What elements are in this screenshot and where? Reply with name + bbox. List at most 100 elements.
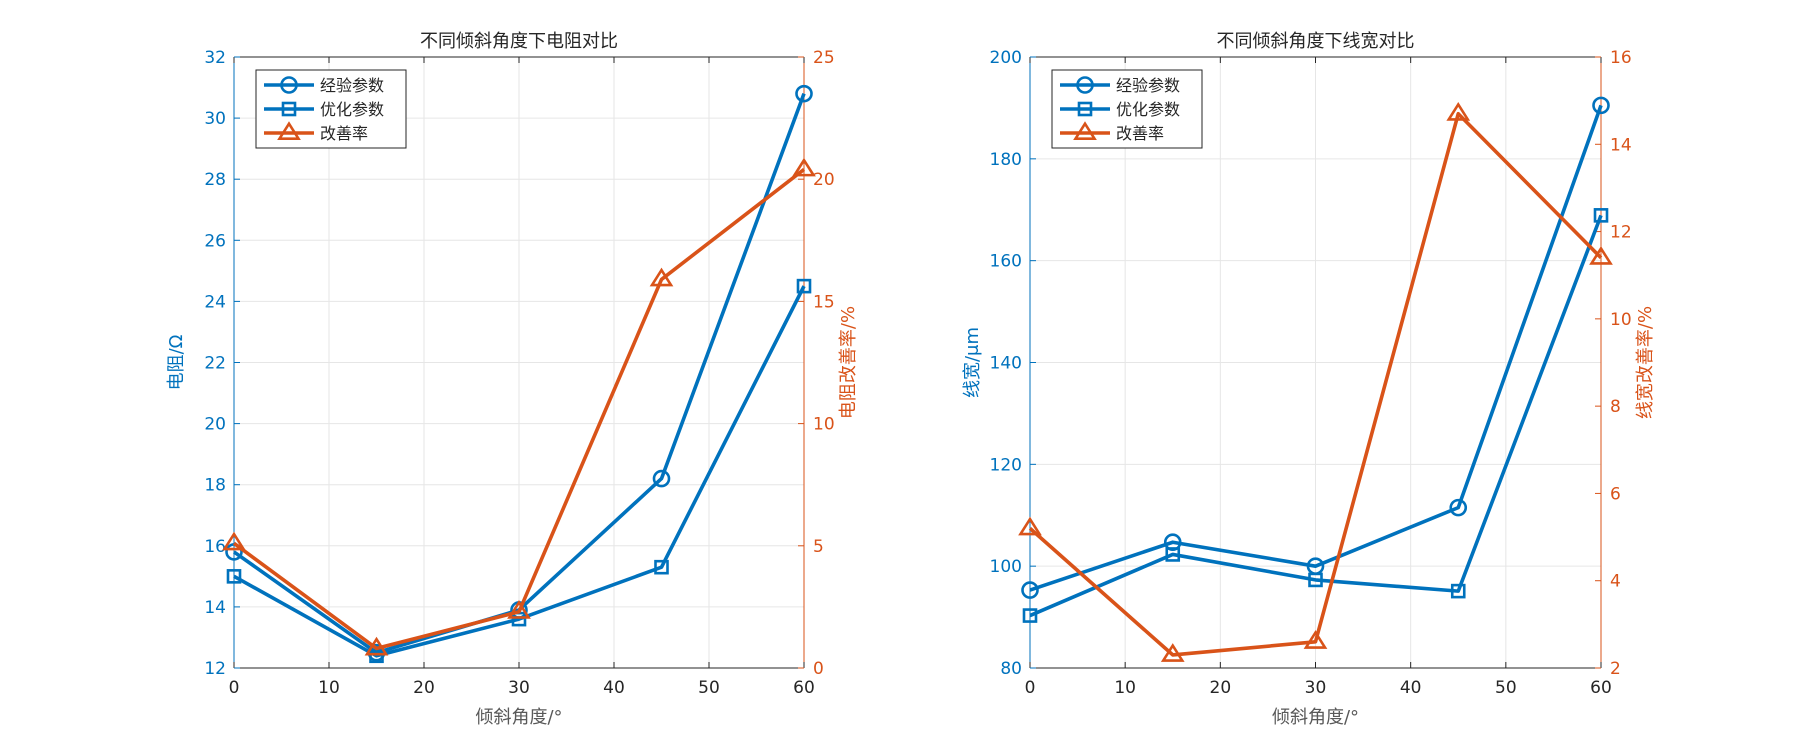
- data-point-square: [1450, 583, 1466, 599]
- y-right-tick-label: 0: [813, 659, 824, 679]
- y-left-tick-label: 16: [204, 537, 226, 557]
- y-left-tick-label: 30: [204, 109, 226, 129]
- data-point-triangle: [1303, 630, 1328, 649]
- x-tick-label: 20: [413, 678, 435, 698]
- legend-marker: [1076, 76, 1094, 94]
- x-tick-label: 10: [318, 678, 340, 698]
- y-left-tick-label: 160: [990, 252, 1022, 272]
- chart-title: 不同倾斜角度下电阻对比: [420, 31, 618, 52]
- legend-marker: [1077, 101, 1093, 117]
- y-left-tick-label: 12: [204, 659, 226, 679]
- data-point-triangle: [222, 531, 246, 551]
- legend-marker: [1073, 121, 1097, 140]
- series-line-2: [233, 285, 806, 658]
- y-right-tick-label: 25: [813, 48, 835, 68]
- x-tick-label: 0: [1025, 678, 1036, 698]
- series-line-3: [1028, 111, 1603, 657]
- data-point-triangle: [792, 157, 816, 177]
- x-tick-label: 30: [508, 678, 530, 698]
- y-left-tick-label: 32: [204, 48, 226, 68]
- chart-2: 0 10 20 30 40 50 60 80 100 120 140 160 180 200 2 4 6 8 10 1…: [962, 31, 1656, 728]
- y-left-tick-label: 100: [990, 557, 1022, 577]
- data-point-square: [1165, 547, 1181, 562]
- data-point-triangle: [1018, 516, 1042, 536]
- x-tick-label: 60: [1590, 678, 1612, 698]
- data-point-square: [1308, 572, 1323, 588]
- y-right-tick-label: 14: [1610, 135, 1632, 155]
- y-right-tick-label: 12: [1610, 223, 1632, 243]
- x-tick-label: 10: [1114, 678, 1136, 698]
- legend-marker: [277, 121, 301, 140]
- series-line-1: [1029, 104, 1603, 592]
- data-point-triangle: [1589, 246, 1613, 265]
- data-point-circle: [1021, 581, 1039, 599]
- x-tick-label: 50: [698, 678, 720, 698]
- data-point-circle: [1592, 96, 1610, 115]
- y-left-tick-label: 120: [990, 455, 1022, 475]
- chart-title: 不同倾斜角度下线宽对比: [1217, 31, 1415, 52]
- legend-label: 改善率: [320, 124, 368, 143]
- data-point-triangle: [1160, 643, 1185, 662]
- y-right-tick-label: 8: [1610, 397, 1621, 417]
- legend-label: 优化参数: [320, 100, 384, 119]
- series-line-3: [232, 167, 806, 651]
- data-point-square: [1593, 208, 1609, 223]
- data-point-triangle: [364, 636, 389, 656]
- y-right-axis-label: 线宽改善率/%: [1635, 306, 1656, 419]
- y-right-tick-label: 2: [1610, 659, 1621, 679]
- x-axis-label: 倾斜角度/°: [1272, 707, 1359, 728]
- y-right-axis-label: 电阻改善率/%: [838, 306, 859, 419]
- x-tick-label: 0: [229, 678, 240, 698]
- data-point-triangle: [507, 600, 531, 619]
- legend-label: 经验参数: [1116, 76, 1180, 95]
- data-point-square: [226, 569, 242, 584]
- legend-label: 优化参数: [1116, 100, 1180, 119]
- y-right-tick-label: 16: [1610, 48, 1632, 68]
- data-point-circle: [1449, 498, 1468, 517]
- x-tick-label: 50: [1495, 678, 1517, 698]
- legend-marker: [280, 76, 298, 94]
- y-right-tick-label: 15: [813, 292, 835, 312]
- x-tick-label: 30: [1305, 678, 1327, 698]
- y-left-tick-label: 22: [204, 354, 226, 374]
- y-left-tick-label: 200: [990, 48, 1022, 68]
- data-point-square: [1022, 608, 1038, 623]
- y-right-tick-label: 10: [813, 415, 835, 435]
- legend-label: 改善率: [1116, 124, 1164, 143]
- y-left-tick-label: 26: [204, 231, 226, 251]
- data-point-square: [654, 559, 669, 575]
- y-left-tick-label: 20: [204, 415, 226, 435]
- data-point-triangle: [1446, 102, 1471, 121]
- y-right-tick-label: 20: [813, 170, 835, 190]
- data-point-circle: [795, 84, 813, 103]
- y-left-tick-label: 14: [204, 598, 226, 618]
- data-point-square: [796, 278, 812, 294]
- legend-label: 经验参数: [320, 76, 384, 95]
- y-right-tick-label: 10: [1610, 310, 1632, 330]
- y-left-axis-label: 线宽/μm: [962, 327, 983, 398]
- x-tick-label: 40: [1400, 678, 1422, 698]
- chart-1: 0 10 20 30 40 50 60 12 14 16 18 20 22 24 26 28 30 32 0 5 10 1…: [166, 31, 859, 728]
- x-axis-label: 倾斜角度/°: [475, 707, 562, 728]
- y-left-tick-label: 18: [204, 476, 226, 496]
- series-line-2: [1029, 214, 1603, 618]
- x-tick-label: 60: [793, 678, 815, 698]
- x-tick-label: 20: [1210, 678, 1232, 698]
- y-left-tick-label: 80: [1000, 659, 1022, 679]
- data-point-triangle: [649, 267, 674, 287]
- y-right-tick-label: 5: [813, 537, 824, 557]
- y-right-tick-label: 6: [1610, 484, 1621, 504]
- y-left-tick-label: 140: [990, 354, 1022, 374]
- y-left-tick-label: 180: [990, 150, 1022, 170]
- legend-marker: [281, 101, 297, 117]
- x-tick-label: 40: [603, 678, 625, 698]
- data-point-circle: [652, 469, 671, 488]
- y-right-tick-label: 4: [1610, 572, 1621, 592]
- y-left-axis-label: 电阻/Ω: [166, 334, 187, 390]
- y-left-tick-label: 28: [204, 170, 226, 190]
- y-left-tick-label: 24: [204, 292, 226, 312]
